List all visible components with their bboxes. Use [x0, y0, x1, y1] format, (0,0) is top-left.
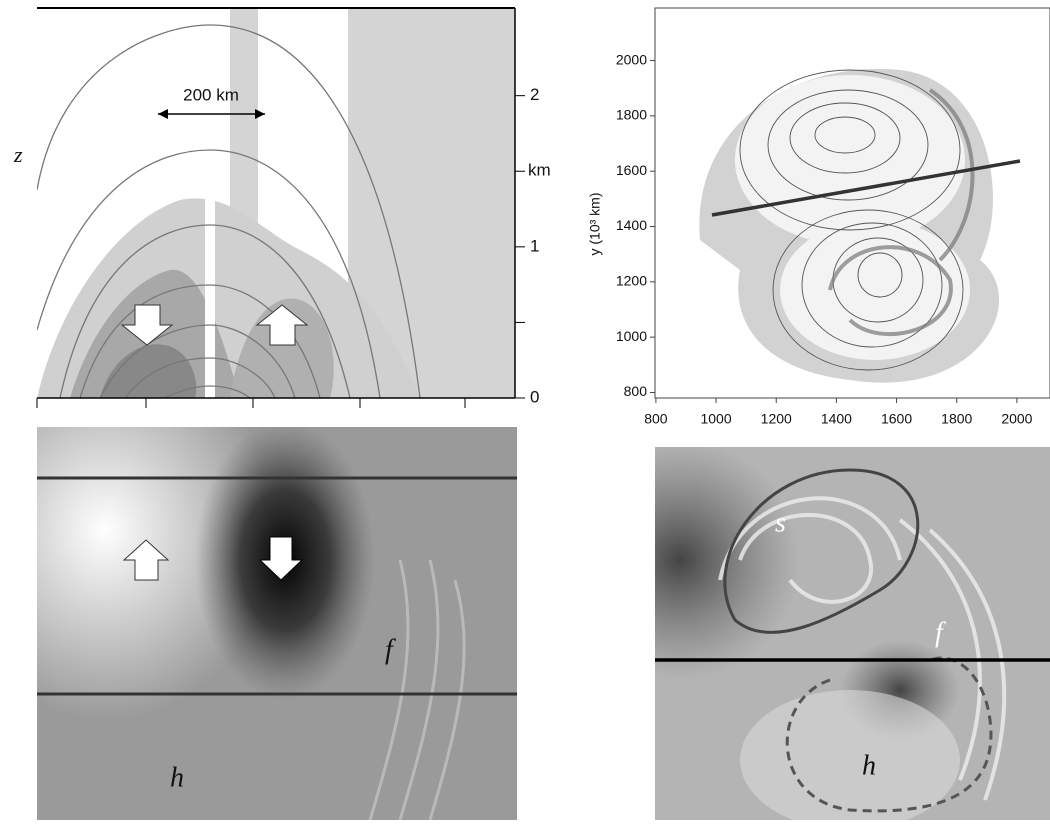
panel-bottom-left [37, 427, 517, 820]
region-label: f [935, 617, 946, 648]
y-axis-label: y (10³ km) [587, 193, 603, 256]
y-tick-label: 1800 [616, 107, 647, 123]
unit-label: km [528, 161, 551, 180]
z-label: z [13, 142, 23, 167]
z-tick-label: 0 [530, 387, 539, 406]
x-tick-label: 1200 [761, 411, 792, 427]
y-tick-label: 1600 [616, 162, 647, 178]
x-tick-label: 1400 [821, 411, 852, 427]
z-tick-label: 1 [530, 236, 539, 255]
region-label: s [775, 507, 786, 538]
y-tick-label: 2000 [616, 51, 647, 67]
x-tick-label: 1000 [700, 411, 731, 427]
scale-label: 200 km [183, 85, 239, 104]
y-tick-label: 1400 [616, 217, 647, 233]
panel-bottom-right [655, 447, 1050, 820]
y-tick-label: 1200 [616, 273, 647, 289]
region-label: h [862, 750, 876, 781]
x-tick-label: 2000 [1001, 411, 1032, 427]
y-tick-label: 1000 [616, 328, 647, 344]
x-tick-label: 1600 [881, 411, 912, 427]
z-tick-label: 2 [530, 85, 539, 104]
x-tick-label: 1800 [941, 411, 972, 427]
panel-top-right [654, 7, 1050, 399]
wave-label: h [170, 762, 184, 793]
x-tick-label: 800 [644, 411, 668, 427]
wave-label: f [385, 634, 396, 665]
y-tick-label: 800 [624, 383, 648, 399]
panel-top-left [37, 8, 515, 398]
